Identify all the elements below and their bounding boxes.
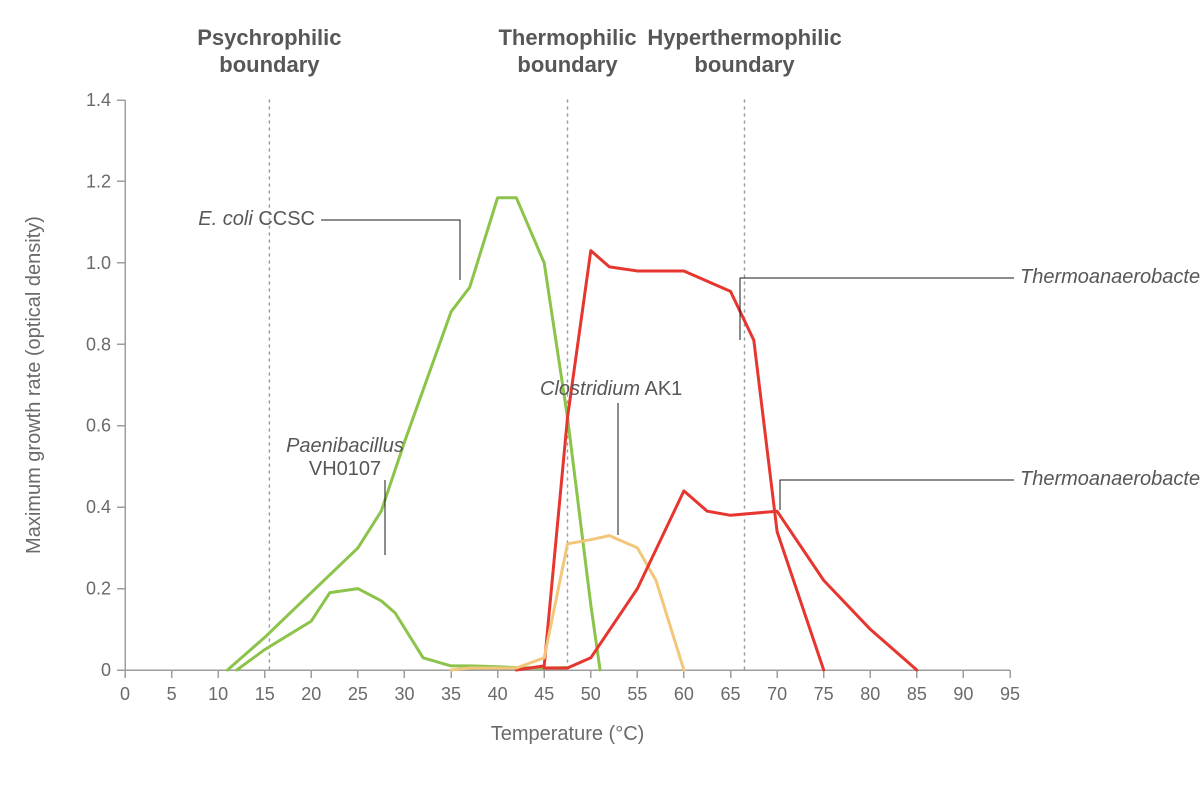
x-tick-label: 80 <box>860 684 880 704</box>
annotation-connector <box>740 278 1014 340</box>
series-label-paenibacillus: PaenibacillusVH0107 <box>286 435 404 480</box>
y-axis-title: Maximum growth rate (optical density) <box>23 216 45 554</box>
x-tick-label: 90 <box>953 684 973 704</box>
x-tick-label: 75 <box>814 684 834 704</box>
y-tick-label: 1.4 <box>86 90 111 110</box>
boundary-label: boundary <box>219 52 320 77</box>
y-tick-label: 0.2 <box>86 579 111 599</box>
series-label-ak15: Thermoanaerobacter AK15 <box>1020 468 1200 490</box>
boundary-label: Hyperthermophilic <box>647 25 841 50</box>
annotation-connector <box>321 220 460 280</box>
x-tick-label: 70 <box>767 684 787 704</box>
y-tick-label: 0 <box>101 660 111 680</box>
x-tick-label: 10 <box>208 684 228 704</box>
x-tick-label: 25 <box>348 684 368 704</box>
y-tick-label: 0.6 <box>86 416 111 436</box>
x-tick-label: 60 <box>674 684 694 704</box>
x-tick-label: 95 <box>1000 684 1020 704</box>
y-tick-label: 1.2 <box>86 171 111 191</box>
y-tick-label: 0.4 <box>86 497 111 517</box>
x-tick-label: 35 <box>441 684 461 704</box>
series-label-ecoli: E. coli CCSC <box>198 208 315 230</box>
series-label-ak17: Thermoanaerobacterium AK17 <box>1020 266 1200 288</box>
series-paenibacillus <box>237 589 568 670</box>
x-tick-label: 0 <box>120 684 130 704</box>
growth-rate-chart: 0 0.2 0.4 0.6 0.8 1.0 1.2 1.4 0 5 10 15 20 25 30 35 40 45… <box>0 0 1200 800</box>
annotation-connector <box>780 480 1014 510</box>
boundary-label: boundary <box>694 52 795 77</box>
x-tick-label: 50 <box>581 684 601 704</box>
series-ak15 <box>544 491 917 670</box>
boundary-label: boundary <box>517 52 618 77</box>
x-tick-label: 65 <box>721 684 741 704</box>
series-label-clostridium: Clostridium AK1 <box>540 378 682 400</box>
x-tick-label: 85 <box>907 684 927 704</box>
x-tick-label: 55 <box>627 684 647 704</box>
series-ak17 <box>516 251 823 670</box>
x-tick-label: 30 <box>394 684 414 704</box>
x-tick-label: 15 <box>255 684 275 704</box>
x-tick-label: 40 <box>488 684 508 704</box>
boundary-label: Thermophilic <box>498 25 636 50</box>
y-tick-label: 1.0 <box>86 253 111 273</box>
y-tick-label: 0.8 <box>86 334 111 354</box>
x-tick-label: 45 <box>534 684 554 704</box>
x-tick-label: 20 <box>301 684 321 704</box>
boundary-label: Psychrophilic <box>197 25 341 50</box>
x-tick-label: 5 <box>167 684 177 704</box>
x-axis-title: Temperature (°C) <box>491 723 645 745</box>
series-ecoli <box>228 198 601 670</box>
